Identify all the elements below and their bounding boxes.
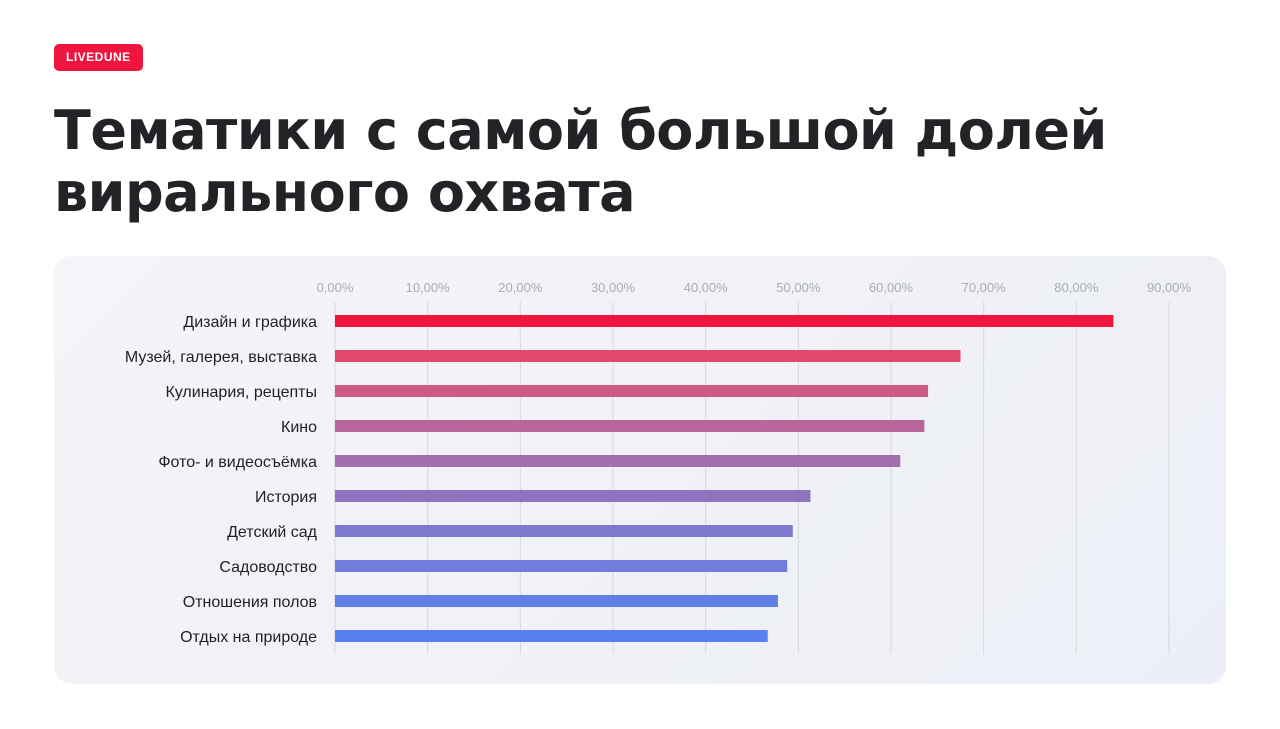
category-label: Музей, галерея, выставка [125,349,317,366]
brand-badge: LIVEDUNE [54,44,143,71]
category-label: Кино [281,419,317,436]
x-tick-label: 50,00% [776,280,821,295]
x-tick-label: 40,00% [684,280,729,295]
x-axis-ticks: 0,00% 10,00% 20,00% 30,00% 40,00% 50,00% 60,00… [317,280,1192,295]
category-labels: Дизайн и графика Музей, галерея, выставка… [125,314,318,646]
bar [335,595,778,607]
category-label: Отношения полов [183,594,317,611]
x-tick-label: 0,00% [317,280,354,295]
category-label: Дизайн и графика [183,314,317,331]
bars [335,315,1114,642]
bar [335,350,961,362]
x-tick-label: 20,00% [498,280,543,295]
page-title: Тематики с самой большой долей виральног… [54,100,1204,224]
bar [335,630,768,642]
category-label: История [255,489,317,506]
bar [335,420,925,432]
x-tick-label: 10,00% [406,280,451,295]
bar [335,560,788,572]
category-label: Отдых на природе [180,629,317,646]
category-label: Садоводство [219,559,317,576]
x-tick-label: 70,00% [962,280,1007,295]
bar [335,455,901,467]
bar [335,490,811,502]
x-tick-label: 30,00% [591,280,636,295]
category-label: Кулинария, рецепты [165,384,317,401]
page-title-line-2: вирального охвата [54,161,636,224]
category-label: Детский сад [227,524,318,541]
bar-chart: 0,00% 10,00% 20,00% 30,00% 40,00% 50,00% 60,00… [125,280,1192,654]
chart-card: 0,00% 10,00% 20,00% 30,00% 40,00% 50,00% 60,00… [54,256,1226,684]
category-label: Фото- и видеосъёмка [158,454,317,471]
x-tick-label: 90,00% [1147,280,1192,295]
bar [335,315,1114,327]
x-tick-label: 60,00% [869,280,914,295]
bar [335,385,929,397]
bar [335,525,793,537]
x-tick-label: 80,00% [1054,280,1099,295]
page-title-line-1: Тематики с самой большой долей [54,99,1107,162]
